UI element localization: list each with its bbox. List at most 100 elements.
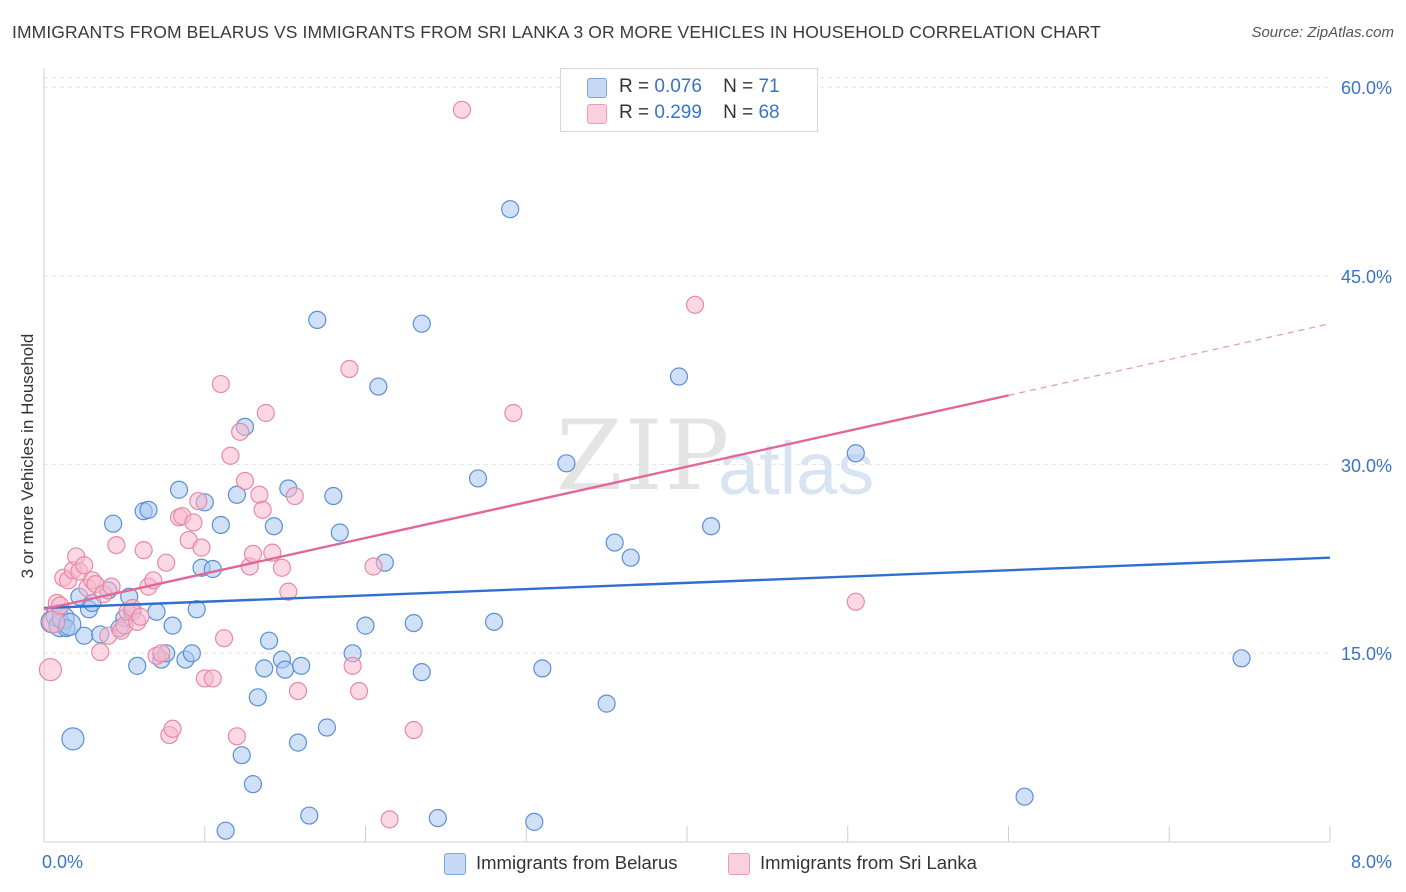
srilanka-point-42 [221, 446, 240, 465]
srilanka-point-36 [189, 491, 208, 511]
srilanka-point-44 [231, 422, 250, 441]
belarus-point-68 [621, 548, 640, 567]
srilanka-point-9 [75, 556, 94, 575]
bottom-legend-label-srilanka: Immigrants from Sri Lanka [760, 852, 977, 873]
srilanka-point-47 [243, 544, 263, 564]
belarus-point-38 [248, 688, 267, 707]
belarus-point-62 [501, 200, 520, 219]
legend: R = 0.076 N = 71 R = 0.299 N = 68 [560, 68, 818, 132]
srilanka-point-0 [38, 658, 63, 682]
belarus-point-59 [428, 808, 447, 828]
bottom-legend-swatch-belarus [444, 853, 466, 875]
srilanka-point-24 [134, 541, 153, 560]
y-tick-label-45: 45.0% [1340, 266, 1392, 287]
belarus-point-64 [533, 659, 552, 678]
srilanka-point-17 [107, 535, 126, 555]
srilanka-point-56 [340, 359, 359, 379]
srilanka-point-31 [163, 719, 182, 738]
belarus-point-47 [300, 806, 319, 825]
belarus-point-73 [1232, 649, 1251, 668]
belarus-point-21 [147, 602, 166, 621]
source-label: Source: ZipAtlas.com [1251, 24, 1394, 41]
belarus-point-54 [369, 377, 388, 396]
belarus-point-18 [128, 656, 147, 675]
legend-r-value-srilanka: 0.299 [654, 102, 702, 123]
srilanka-point-65 [846, 592, 865, 611]
legend-swatch-belarus [587, 78, 607, 98]
belarus-point-39 [255, 659, 274, 678]
srilanka-point-60 [380, 810, 399, 829]
belarus-point-66 [597, 694, 616, 713]
trend-line-srilanka-extension [1008, 323, 1331, 396]
belarus-point-27 [182, 644, 201, 663]
legend-n-value-belarus: 71 [758, 76, 780, 97]
legend-n-label-srilanka: N = [723, 102, 754, 123]
belarus-point-20 [139, 500, 158, 519]
belarus-point-63 [525, 812, 544, 831]
srilanka-point-41 [214, 629, 234, 648]
belarus-point-35 [232, 746, 251, 765]
srilanka-point-37 [192, 538, 211, 557]
srilanka-point-61 [404, 720, 423, 740]
belarus-point-50 [324, 486, 343, 506]
belarus-point-24 [163, 616, 182, 635]
belarus-point-72 [1015, 787, 1034, 806]
belarus-point-69 [669, 367, 689, 386]
belarus-point-70 [702, 517, 721, 536]
srilanka-point-43 [227, 727, 246, 746]
belarus-point-71 [846, 444, 865, 463]
x-tick-label-min: 0.0% [42, 852, 84, 872]
belarus-point-41 [264, 517, 283, 536]
belarus-point-6 [61, 727, 85, 751]
belarus-point-49 [317, 718, 337, 737]
srilanka-point-40 [211, 374, 230, 394]
belarus-point-43 [276, 660, 295, 679]
trend-line-belarus [43, 556, 1331, 610]
x-tick-label-max: 8.0% [1350, 852, 1392, 872]
belarus-point-61 [485, 612, 504, 631]
srilanka-point-29 [157, 553, 176, 572]
srilanka-point-54 [285, 486, 304, 506]
belarus-point-33 [216, 821, 235, 840]
srilanka-point-52 [272, 558, 292, 577]
belarus-point-32 [211, 515, 230, 535]
belarus-point-13 [104, 514, 123, 533]
belarus-point-40 [259, 631, 279, 650]
srilanka-point-35 [184, 513, 203, 532]
series-belarus-points [40, 200, 1251, 840]
srilanka-point-59 [364, 557, 383, 576]
y-tick-label-15: 15.0% [1340, 644, 1392, 665]
belarus-point-67 [605, 533, 624, 552]
srilanka-point-50 [256, 403, 275, 423]
belarus-point-58 [412, 663, 431, 682]
trend-line-srilanka [43, 394, 1009, 611]
srilanka-point-57 [343, 656, 362, 675]
belarus-point-65 [557, 454, 576, 473]
belarus-point-56 [404, 613, 423, 633]
y-axis-label: 3 or more Vehicles in Household [18, 333, 37, 579]
srilanka-point-13 [91, 642, 110, 662]
legend-n-label-belarus: N = [723, 76, 754, 97]
srilanka-point-64 [685, 295, 705, 314]
belarus-point-25 [169, 480, 189, 499]
srilanka-point-58 [349, 681, 369, 701]
trend-lines [43, 323, 1331, 611]
legend-r-label-belarus: R = [619, 76, 650, 97]
legend-r-value-belarus: 0.076 [654, 76, 702, 97]
belarus-point-31 [203, 559, 222, 579]
legend-swatch-srilanka [587, 104, 607, 124]
belarus-point-46 [292, 656, 311, 675]
belarus-point-48 [308, 310, 327, 330]
srilanka-point-48 [250, 485, 269, 504]
srilanka-point-39 [203, 669, 222, 688]
srilanka-point-23 [131, 607, 150, 626]
srilanka-point-55 [288, 681, 308, 701]
legend-r-label-srilanka: R = [619, 102, 650, 123]
belarus-point-34 [227, 485, 246, 504]
srilanka-point-53 [279, 582, 298, 601]
series-srilanka-points [38, 100, 865, 829]
belarus-point-51 [330, 523, 349, 542]
watermark-atlas: atlas [718, 427, 875, 510]
y-tick-label-60: 60.0% [1340, 78, 1392, 99]
